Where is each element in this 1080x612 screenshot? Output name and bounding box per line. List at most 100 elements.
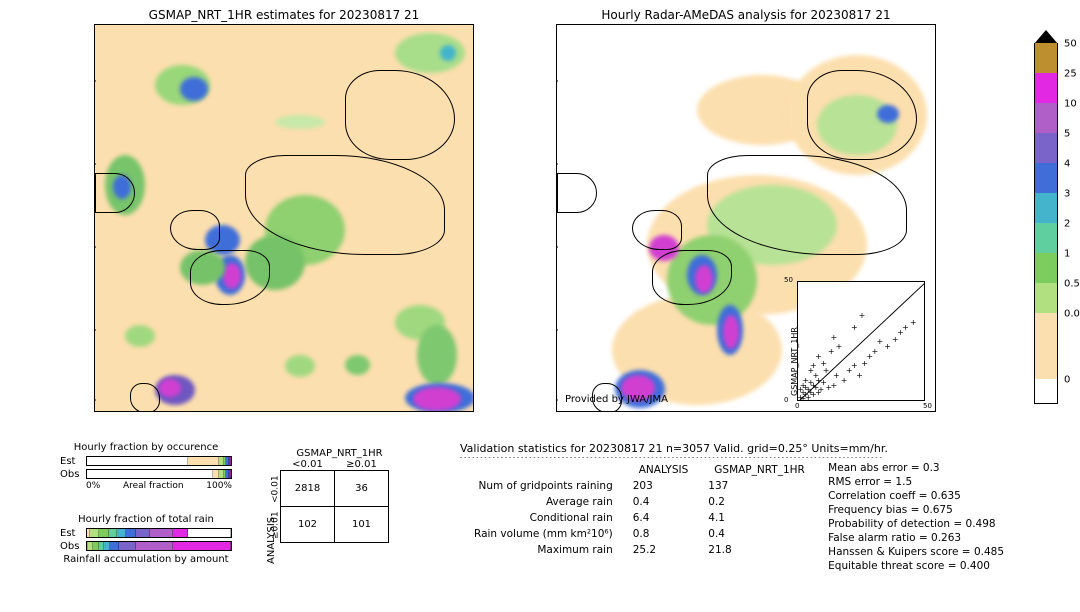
stats-row-name: Maximum rain (462, 543, 625, 557)
stats-row: Average rain0.40.2 (462, 495, 817, 509)
stats-metric: RMS error = 1.5 (828, 475, 1004, 489)
scatter-point: + (877, 339, 884, 345)
colorbar-label: 3 (1064, 189, 1070, 200)
bar-segment (173, 529, 187, 537)
scatter-ylabel: GSMAP_NRT_1HR (790, 327, 799, 396)
scatter-ytick: 50 (784, 276, 793, 284)
precip-blob (180, 77, 208, 101)
scatter-point: + (830, 335, 837, 341)
stats-row-name: Conditional rain (462, 511, 625, 525)
ctable-col1: <0.01 (281, 459, 335, 471)
scatter-point: + (823, 368, 830, 374)
scatter-point: + (902, 325, 909, 331)
precip-blob (125, 325, 155, 347)
precip-blob (440, 45, 456, 61)
stats-row-name: Num of gridpoints raining (462, 479, 625, 493)
hourly-fraction-total: Hourly fraction of total rainEstObsRainf… (60, 514, 232, 567)
colorbar-label: 5 (1064, 129, 1070, 140)
stats-col2: GSMAP_NRT_1HR (702, 463, 817, 477)
stats-val-a: 203 (627, 479, 701, 493)
bar-row-label: Est (60, 456, 86, 467)
precip-blob (723, 315, 739, 349)
scatter-point: + (861, 361, 868, 367)
ctable-row2: ≥0.01 (270, 507, 281, 543)
bar-segment (136, 542, 173, 550)
ctable-col-header: GSMAP_NRT_1HR (290, 448, 389, 459)
scatter-point: + (851, 325, 858, 331)
coastline (170, 210, 220, 250)
colorbar-label: 25 (1064, 69, 1077, 80)
colorbar-segment (1034, 163, 1058, 193)
credit-label: Provided by JWA/JMA (565, 394, 668, 405)
ctable-row1: <0.01 (270, 471, 281, 507)
bar-segment (188, 529, 231, 537)
stats-row: Maximum rain25.221.8 (462, 543, 817, 557)
scatter-point: + (859, 313, 866, 319)
stats-val-a: 0.4 (627, 495, 701, 509)
colorbar-label: 1 (1064, 249, 1070, 260)
colorbar-segment (1034, 283, 1058, 313)
stats-val-b: 21.8 (702, 543, 817, 557)
colorbar-label: 50 (1064, 39, 1077, 50)
colorbar-segment (1034, 43, 1058, 73)
scatter-ytick: 0 (784, 396, 788, 404)
colorbar-segment (1034, 253, 1058, 283)
colorbar-segment (1034, 223, 1058, 253)
colorbar-segment (1034, 133, 1058, 163)
right-map-panel: Hourly Radar-AMeDAS analysis for 2023081… (556, 8, 936, 412)
bar-footer: Rainfall accumulation by amount (60, 554, 232, 565)
scatter-xtick: 50 (923, 402, 932, 410)
colorbar-segment (1034, 379, 1058, 403)
colorbar-label: 0.5 (1064, 279, 1080, 290)
coastline (130, 383, 160, 412)
stats-row: Num of gridpoints raining203137 (462, 479, 817, 493)
stats-table: ANALYSISGSMAP_NRT_1HRNum of gridpoints r… (460, 461, 819, 559)
stats-val-b: 137 (702, 479, 817, 493)
colorbar-segment (1034, 103, 1058, 133)
bar-row-label: Obs (60, 541, 86, 552)
stats-val-b: 0.2 (702, 495, 817, 509)
ctable-cell: 2818 (281, 471, 335, 507)
bar-row-label: Obs (60, 469, 86, 480)
scatter-point: + (884, 344, 891, 350)
bar-segment (126, 529, 136, 537)
bar-title: Hourly fraction by occurence (60, 442, 232, 453)
scatter-point: + (828, 349, 835, 355)
bar-row: Est (60, 527, 232, 539)
stats-metric: Hanssen & Kuipers score = 0.485 (828, 545, 1004, 559)
scatter-point: + (841, 378, 848, 384)
coastline (95, 173, 135, 213)
bar-axis: 0%Areal fraction100% (86, 481, 232, 491)
bar-segment (173, 542, 231, 550)
coastline (557, 173, 597, 213)
precip-blob (275, 115, 325, 129)
coastline (190, 250, 270, 305)
scatter-point: + (836, 344, 843, 350)
scatter-xtick: 0 (795, 402, 799, 410)
stats-row: Rain volume (mm km²10⁶)0.80.4 (462, 527, 817, 541)
bar-segment (136, 529, 150, 537)
bar-row: Est (60, 455, 232, 467)
bar-segment (110, 542, 119, 550)
scatter-point: + (815, 378, 822, 384)
scatter-point: + (871, 349, 878, 355)
stats-val-a: 25.2 (627, 543, 701, 557)
stats-val-b: 0.4 (702, 527, 817, 541)
scatter-point: + (833, 373, 840, 379)
precip-blob (159, 379, 181, 397)
scatter-point: + (910, 320, 917, 326)
precip-blob (345, 355, 370, 375)
stats-metric: False alarm ratio = 0.263 (828, 531, 1004, 545)
bar-segment (99, 529, 109, 537)
bar-stack (86, 541, 232, 551)
bar-segment (87, 457, 188, 465)
stats-metric: Correlation coeff = 0.635 (828, 489, 1004, 503)
scatter-point: + (810, 363, 817, 369)
scatter-point: + (815, 354, 822, 360)
stats-row-name: Rain volume (mm km²10⁶) (462, 527, 625, 541)
colorbar-segment (1034, 313, 1058, 379)
right-map-title: Hourly Radar-AMeDAS analysis for 2023081… (556, 8, 936, 22)
bar-segment (87, 470, 213, 478)
scatter-point: + (851, 363, 858, 369)
left-map-box: 45°N40°N35°N30°N25°N125°E130°E135°E140°E… (94, 24, 474, 412)
